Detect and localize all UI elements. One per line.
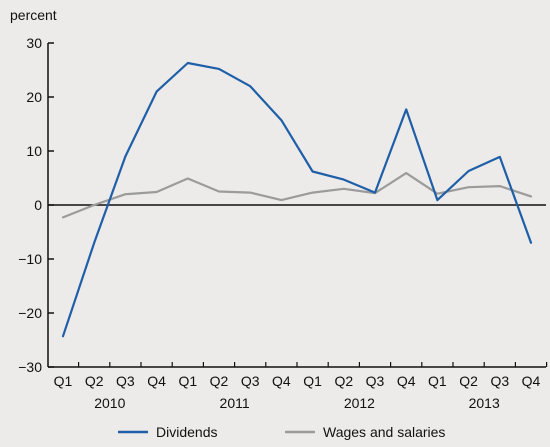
y-tick-label: 30 xyxy=(26,35,42,51)
series-line-dividends xyxy=(61,61,533,338)
x-tick-label: Q3 xyxy=(241,373,260,389)
x-tick-label: Q2 xyxy=(85,373,104,389)
x-tick-label: Q3 xyxy=(490,373,509,389)
x-axis-ticks: Q1 Q2 Q3 Q4 Q1 Q2 Q3 Q4 Q1 Q2 Q3 Q4 Q1 Q2 Q3 Q4 2010 2011… xyxy=(54,362,548,411)
series-line-wages-and-salaries xyxy=(61,172,533,219)
legend-label: Wages and salaries xyxy=(323,424,445,440)
x-tick-label: Q2 xyxy=(334,373,353,389)
y-tick-label: 0 xyxy=(34,197,42,213)
x-tick-label: Q1 xyxy=(54,373,73,389)
x-tick-label: Q4 xyxy=(147,373,166,389)
x-year-label: 2010 xyxy=(94,395,125,411)
x-tick-label: Q2 xyxy=(210,373,229,389)
y-tick-label: −10 xyxy=(18,251,42,267)
x-year-label: 2012 xyxy=(344,395,375,411)
x-tick-label: Q3 xyxy=(366,373,385,389)
y-tick-label: −30 xyxy=(18,359,42,375)
x-tick-label: Q1 xyxy=(303,373,322,389)
x-tick-label: Q3 xyxy=(116,373,135,389)
y-axis-ticks: 30 20 10 0 −10 −20 −30 xyxy=(18,35,54,375)
x-year-label: 2013 xyxy=(469,395,500,411)
y-tick-label: −20 xyxy=(18,305,42,321)
x-tick-label: Q4 xyxy=(397,373,416,389)
y-axis-unit-label: percent xyxy=(10,7,57,23)
y-tick-label: 20 xyxy=(26,89,42,105)
y-tick-label: 10 xyxy=(26,143,42,159)
legend: Dividends Wages and salaries xyxy=(118,424,445,440)
x-tick-label: Q1 xyxy=(178,373,197,389)
x-tick-label: Q1 xyxy=(428,373,447,389)
x-year-label: 2011 xyxy=(220,395,250,411)
legend-label: Dividends xyxy=(156,424,217,440)
x-tick-label: Q2 xyxy=(459,373,478,389)
series-lines xyxy=(61,61,533,338)
x-tick-label: Q4 xyxy=(272,373,291,389)
x-tick-label: Q4 xyxy=(522,373,541,389)
